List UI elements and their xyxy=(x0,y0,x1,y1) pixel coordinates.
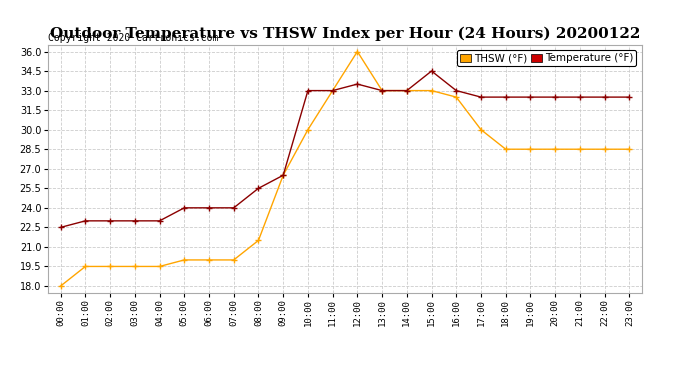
Text: Copyright 2020 Cartronics.com: Copyright 2020 Cartronics.com xyxy=(48,33,219,42)
Title: Outdoor Temperature vs THSW Index per Hour (24 Hours) 20200122: Outdoor Temperature vs THSW Index per Ho… xyxy=(50,27,640,41)
Legend: THSW (°F), Temperature (°F): THSW (°F), Temperature (°F) xyxy=(457,50,636,66)
